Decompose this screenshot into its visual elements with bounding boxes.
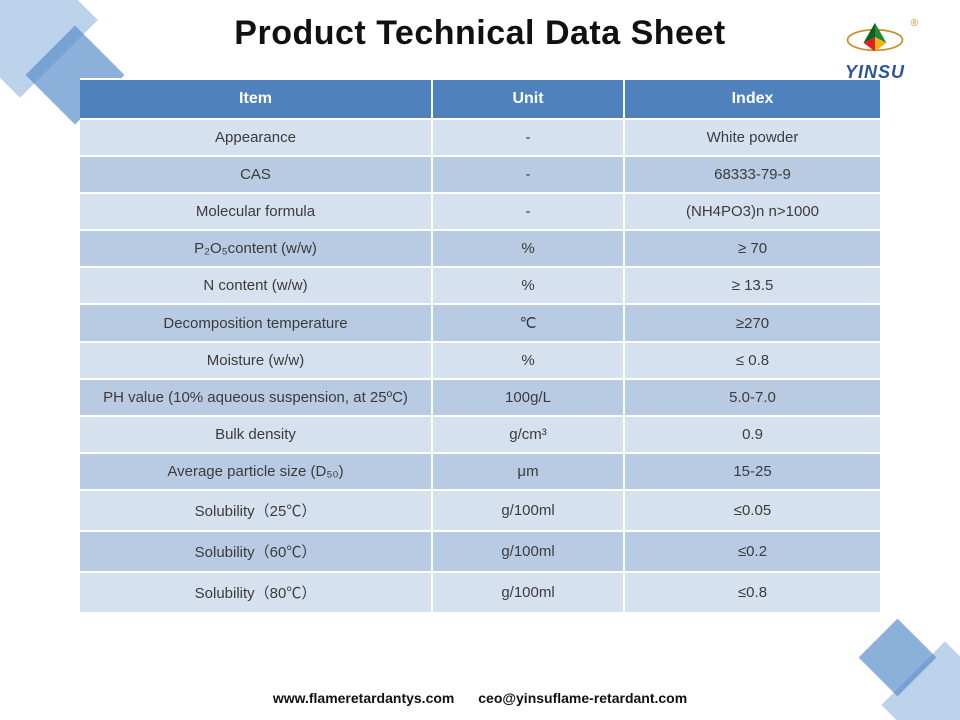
table-row: N content (w/w) % ≥ 13.5 bbox=[80, 267, 880, 304]
cell-unit: g/100ml bbox=[432, 572, 624, 612]
table-header-row: Item Unit Index bbox=[80, 80, 880, 119]
cell-index: ≤0.05 bbox=[624, 490, 880, 531]
cell-unit: g/cm³ bbox=[432, 416, 624, 453]
cell-index: (NH4PO3)n n>1000 bbox=[624, 193, 880, 230]
data-table: Item Unit Index Appearance - White powde… bbox=[80, 80, 880, 612]
cell-index: ≤0.2 bbox=[624, 531, 880, 572]
table-row: Solubility（80℃） g/100ml ≤0.8 bbox=[80, 572, 880, 612]
cell-unit: % bbox=[432, 230, 624, 267]
cell-item: Average particle size (D₅₀) bbox=[80, 453, 432, 490]
col-header-index: Index bbox=[624, 80, 880, 119]
table-row: Average particle size (D₅₀) μm 15-25 bbox=[80, 453, 880, 490]
footer-email: ceo@yinsuflame-retardant.com bbox=[478, 690, 687, 706]
table-row: P₂O₅content (w/w) % ≥ 70 bbox=[80, 230, 880, 267]
cell-index: 5.0-7.0 bbox=[624, 379, 880, 416]
table-row: Bulk density g/cm³ 0.9 bbox=[80, 416, 880, 453]
col-header-item: Item bbox=[80, 80, 432, 119]
cell-unit: ℃ bbox=[432, 304, 624, 342]
cell-item: N content (w/w) bbox=[80, 267, 432, 304]
cell-unit: μm bbox=[432, 453, 624, 490]
page-root: Product Technical Data Sheet ® YINSU YIN… bbox=[0, 0, 960, 720]
cell-unit: % bbox=[432, 342, 624, 379]
cell-unit: g/100ml bbox=[432, 490, 624, 531]
cell-unit: g/100ml bbox=[432, 531, 624, 572]
cell-unit: - bbox=[432, 193, 624, 230]
table-row: Molecular formula - (NH4PO3)n n>1000 bbox=[80, 193, 880, 230]
cell-item: Solubility（25℃） bbox=[80, 490, 432, 531]
cell-index: 15-25 bbox=[624, 453, 880, 490]
table-row: Moisture (w/w) % ≤ 0.8 bbox=[80, 342, 880, 379]
table-row: Appearance - White powder bbox=[80, 119, 880, 156]
cell-index: ≤ 0.8 bbox=[624, 342, 880, 379]
cell-index: 68333-79-9 bbox=[624, 156, 880, 193]
cell-item: Solubility（60℃） bbox=[80, 531, 432, 572]
page-title: Product Technical Data Sheet bbox=[234, 14, 725, 53]
table-row: Solubility（60℃） g/100ml ≤0.2 bbox=[80, 531, 880, 572]
table-row: Decomposition temperature ℃ ≥270 bbox=[80, 304, 880, 342]
cell-index: White powder bbox=[624, 119, 880, 156]
footer-url: www.flameretardantys.com bbox=[273, 690, 455, 706]
data-table-container: Item Unit Index Appearance - White powde… bbox=[80, 78, 880, 612]
cell-item: Moisture (w/w) bbox=[80, 342, 432, 379]
cell-unit: 100g/L bbox=[432, 379, 624, 416]
cell-index: ≤0.8 bbox=[624, 572, 880, 612]
cell-item: Molecular formula bbox=[80, 193, 432, 230]
cell-index: ≥ 70 bbox=[624, 230, 880, 267]
cell-index: 0.9 bbox=[624, 416, 880, 453]
cell-item: Decomposition temperature bbox=[80, 304, 432, 342]
cell-unit: - bbox=[432, 119, 624, 156]
cell-unit: - bbox=[432, 156, 624, 193]
cell-index: ≥270 bbox=[624, 304, 880, 342]
cell-item: CAS bbox=[80, 156, 432, 193]
col-header-unit: Unit bbox=[432, 80, 624, 119]
table-row: PH value (10% aqueous suspension, at 25º… bbox=[80, 379, 880, 416]
cell-item: Bulk density bbox=[80, 416, 432, 453]
cell-item: P₂O₅content (w/w) bbox=[80, 230, 432, 267]
registered-mark-icon: ® bbox=[911, 18, 918, 29]
footer: www.flameretardantys.com ceo@yinsuflame-… bbox=[0, 690, 960, 706]
logo-mark-icon bbox=[845, 20, 905, 60]
table-body: Appearance - White powder CAS - 68333-79… bbox=[80, 119, 880, 612]
cell-item: Solubility（80℃） bbox=[80, 572, 432, 612]
cell-unit: % bbox=[432, 267, 624, 304]
header: Product Technical Data Sheet ® YINSU bbox=[0, 14, 960, 53]
brand-logo: ® YINSU bbox=[820, 20, 930, 83]
cell-item: Appearance bbox=[80, 119, 432, 156]
table-row: Solubility（25℃） g/100ml ≤0.05 bbox=[80, 490, 880, 531]
cell-item: PH value (10% aqueous suspension, at 25º… bbox=[80, 379, 432, 416]
cell-index: ≥ 13.5 bbox=[624, 267, 880, 304]
table-row: CAS - 68333-79-9 bbox=[80, 156, 880, 193]
